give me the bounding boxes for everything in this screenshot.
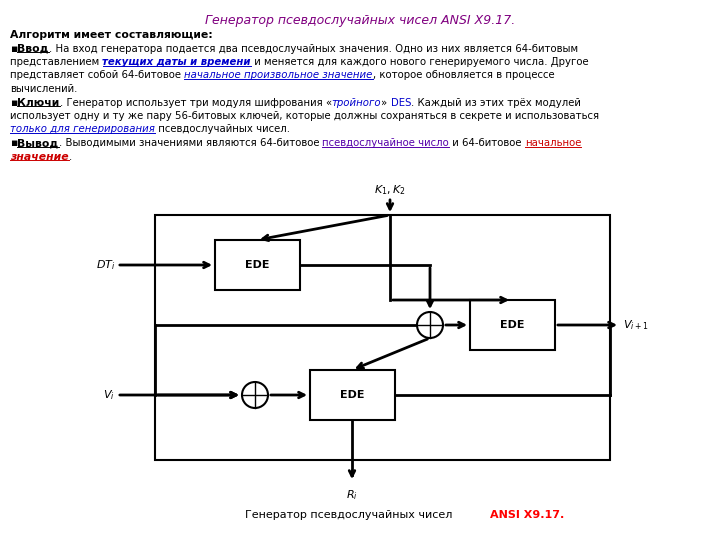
Text: текущих даты и времени: текущих даты и времени [102,57,251,67]
Text: , которое обновляется в процессе: , которое обновляется в процессе [373,71,554,80]
Text: Генератор псевдослучайных чисел: Генератор псевдослучайных чисел [245,510,456,520]
Text: вычислений.: вычислений. [10,84,77,94]
Bar [215,240,300,290]
Text: и 64-битовое: и 64-битовое [449,138,525,148]
Text: $R_i$: $R_i$ [346,488,358,502]
Text: представлением: представлением [10,57,102,67]
Text: DES: DES [391,98,411,107]
Text: ▪: ▪ [10,44,17,53]
Text: использует одну и ту же пару 56-битовых ключей, которые должны сохраняться в сек: использует одну и ту же пару 56-битовых … [10,111,599,121]
Text: ANSI X9.17.: ANSI X9.17. [490,510,564,520]
Text: и меняется для каждого нового генерируемого числа. Другое: и меняется для каждого нового генерируем… [251,57,589,67]
Text: $V_{i+1}$: $V_{i+1}$ [623,318,649,332]
Text: псевдослучайных чисел.: псевдослучайных чисел. [155,125,290,134]
Text: Алгоритм имеет составляющие:: Алгоритм имеет составляющие: [10,30,212,40]
Text: Вывод: Вывод [17,138,58,148]
Text: EDE: EDE [500,320,525,330]
Text: начальное: начальное [525,138,581,148]
Bar [155,215,610,460]
Text: EDE: EDE [246,260,270,270]
Bar [470,300,555,350]
Text: »: » [382,98,391,107]
Text: ▪: ▪ [10,138,17,148]
Text: Ввод: Ввод [17,44,49,53]
Text: значение: значение [10,152,68,161]
Circle shape [417,312,443,338]
Bar [310,370,395,420]
Text: . Генератор использует три модуля шифрования «: . Генератор использует три модуля шифров… [60,98,332,107]
Text: тройного: тройного [332,98,382,107]
Text: . На вход генератора подается два псевдослучайных значения. Одно из них является: . На вход генератора подается два псевдо… [49,44,578,53]
Text: ▪: ▪ [10,98,17,107]
Text: $V_i$: $V_i$ [103,388,115,402]
Text: представляет собой 64-битовое: представляет собой 64-битовое [10,71,184,80]
Text: . Выводимыми значениями являются 64-битовое: . Выводимыми значениями являются 64-бито… [58,138,323,148]
Text: псевдослучайное число: псевдослучайное число [323,138,449,148]
Text: Ключи: Ключи [17,98,60,107]
Text: EDE: EDE [341,390,365,400]
Text: . Каждый из этих трёх модулей: . Каждый из этих трёх модулей [411,98,581,107]
Text: Генератор псевдослучайных чисел ANSI X9.17.: Генератор псевдослучайных чисел ANSI X9.… [205,14,515,27]
Text: $K_1, K_2$: $K_1, K_2$ [374,183,406,197]
Text: .: . [68,152,72,161]
Text: $DT_i$: $DT_i$ [96,258,115,272]
Text: только для генерирования: только для генерирования [10,125,155,134]
Circle shape [242,382,268,408]
Text: начальное произвольное значение: начальное произвольное значение [184,71,373,80]
